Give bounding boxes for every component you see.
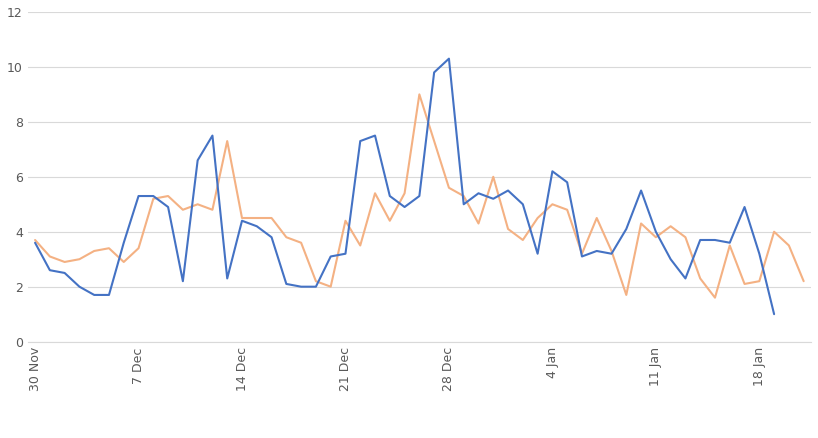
2019/2020 bbox=[533, 215, 542, 221]
Line: 2020/2021: 2020/2021 bbox=[35, 59, 774, 314]
2019/2020 bbox=[710, 295, 720, 300]
2019/2020 bbox=[30, 237, 40, 243]
2019/2020 bbox=[636, 221, 646, 226]
2019/2020 bbox=[798, 279, 808, 284]
2020/2021 bbox=[577, 254, 587, 259]
2020/2021 bbox=[754, 251, 764, 256]
2020/2021 bbox=[769, 311, 779, 317]
2020/2021 bbox=[444, 56, 454, 61]
2019/2020 bbox=[503, 226, 513, 232]
2019/2020 bbox=[488, 174, 498, 180]
2020/2021 bbox=[252, 224, 262, 229]
2020/2021 bbox=[193, 158, 203, 163]
2020/2021 bbox=[533, 251, 542, 256]
Line: 2019/2020: 2019/2020 bbox=[35, 94, 803, 298]
2020/2021 bbox=[267, 235, 276, 240]
2019/2020 bbox=[547, 201, 557, 207]
2019/2020 bbox=[237, 215, 247, 221]
2020/2021 bbox=[30, 240, 40, 245]
2019/2020 bbox=[415, 92, 425, 97]
